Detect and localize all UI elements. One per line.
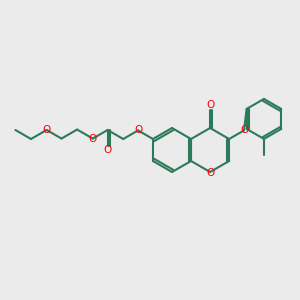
Text: O: O [206, 100, 214, 110]
Text: O: O [240, 125, 248, 135]
Text: O: O [103, 145, 112, 155]
Text: O: O [88, 134, 97, 144]
Text: O: O [206, 168, 215, 178]
Text: O: O [43, 125, 51, 135]
Text: O: O [134, 125, 142, 135]
